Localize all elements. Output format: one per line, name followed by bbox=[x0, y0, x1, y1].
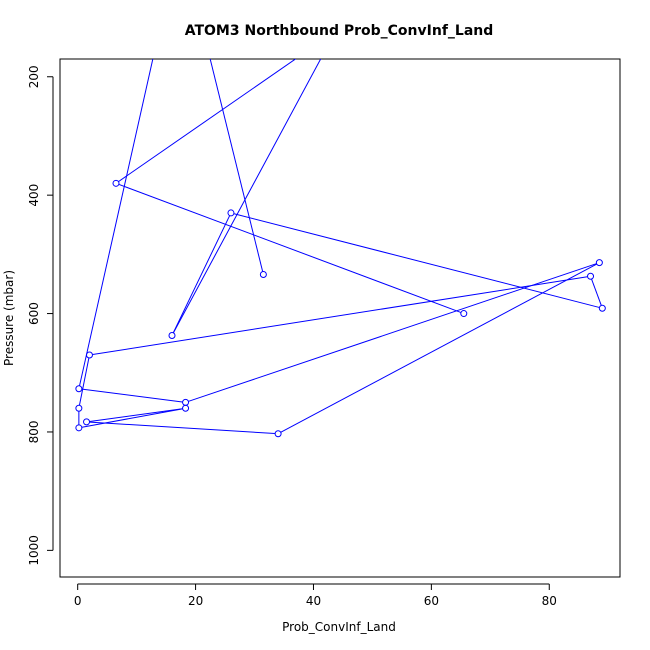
plot-frame bbox=[59, 58, 621, 578]
x-tick-label: 0 bbox=[74, 594, 82, 608]
data-point bbox=[587, 272, 595, 280]
series-segment bbox=[89, 408, 183, 422]
series-segment bbox=[78, 358, 90, 406]
series-segment bbox=[591, 279, 602, 306]
series-segment bbox=[172, 215, 231, 333]
series-segment bbox=[79, 59, 154, 386]
x-tick-label: 40 bbox=[306, 594, 321, 608]
series-layer bbox=[78, 7, 602, 435]
data-point bbox=[274, 430, 282, 438]
points-layer bbox=[75, 179, 606, 438]
y-tick-label: 200 bbox=[27, 65, 41, 88]
chart-title: ATOM3 Northbound Prob_ConvInf_Land bbox=[185, 23, 494, 39]
data-point bbox=[75, 404, 83, 412]
x-tick-label: 80 bbox=[542, 594, 557, 608]
data-point bbox=[259, 270, 267, 278]
data-point bbox=[83, 418, 91, 426]
data-point bbox=[598, 304, 606, 312]
data-point bbox=[112, 179, 120, 187]
x-axis-label: Prob_ConvInf_Land bbox=[282, 620, 396, 634]
data-point bbox=[75, 385, 83, 393]
x-tick-label: 60 bbox=[424, 594, 439, 608]
y-axis-label: Pressure (mbar) bbox=[2, 270, 16, 366]
data-point bbox=[182, 398, 190, 406]
data-point bbox=[182, 404, 190, 412]
series-segment bbox=[280, 263, 597, 433]
series-segment bbox=[118, 59, 297, 182]
series-segment bbox=[118, 183, 461, 313]
y-tick-label: 600 bbox=[27, 302, 41, 325]
data-point bbox=[85, 351, 93, 359]
data-point bbox=[460, 310, 468, 318]
data-point bbox=[168, 331, 176, 339]
data-point bbox=[595, 259, 603, 267]
series-segment bbox=[173, 59, 322, 333]
series-segment bbox=[89, 421, 275, 435]
y-tick-label: 800 bbox=[27, 421, 41, 444]
series-segment bbox=[346, 7, 370, 16]
x-axis: 0 20 40 60 80 bbox=[74, 583, 557, 608]
series-segment bbox=[81, 388, 183, 403]
series-segment bbox=[188, 263, 597, 402]
x-tick-label: 20 bbox=[188, 594, 203, 608]
data-point bbox=[75, 424, 83, 432]
series-segment bbox=[209, 59, 264, 272]
y-tick-label: 400 bbox=[27, 184, 41, 207]
y-axis: 200 400 600 800 1000 bbox=[27, 65, 54, 566]
series-segment bbox=[81, 408, 183, 428]
series-segment bbox=[233, 213, 600, 308]
data-point bbox=[227, 209, 235, 217]
series-segment bbox=[92, 276, 588, 355]
y-tick-label: 1000 bbox=[27, 535, 41, 566]
